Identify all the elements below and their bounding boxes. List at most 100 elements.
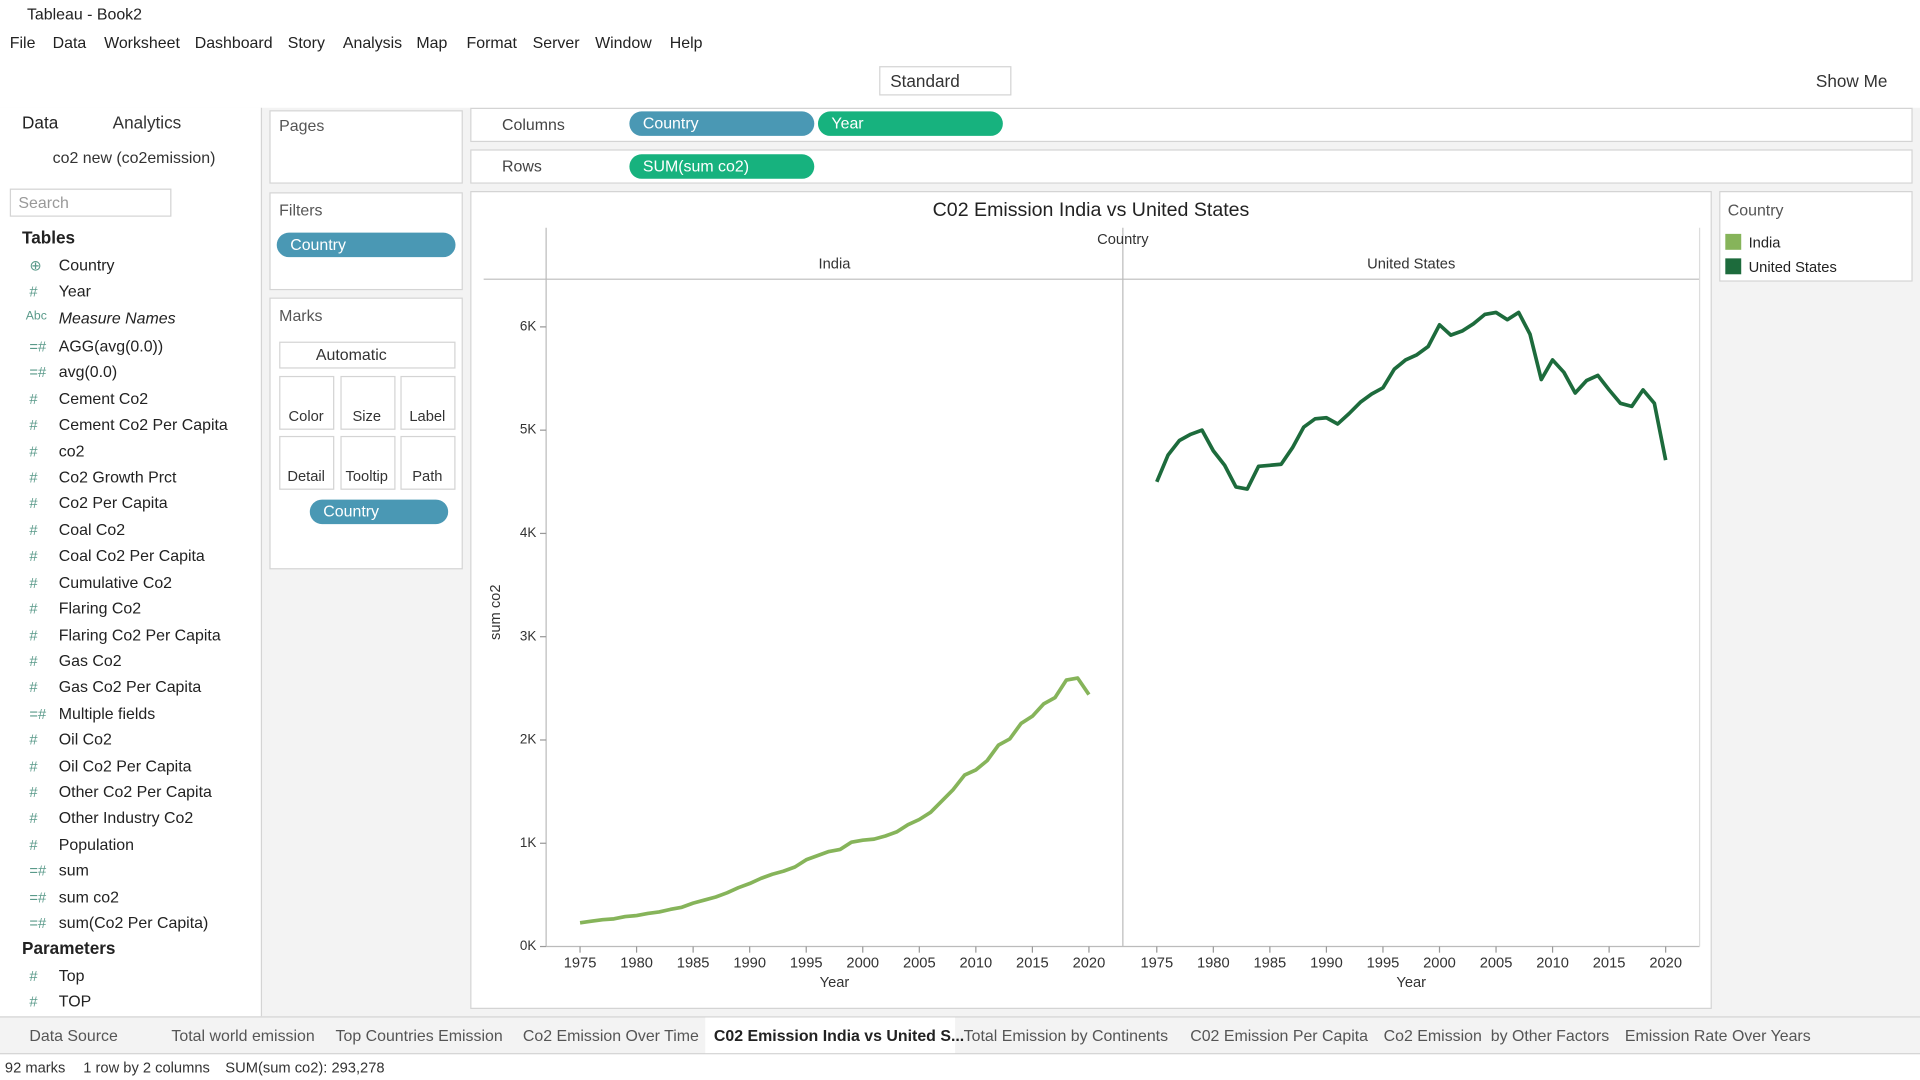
- menu-item[interactable]: Map: [416, 33, 448, 52]
- marks-label: Marks: [279, 306, 323, 325]
- menu-item[interactable]: Window: [595, 33, 652, 52]
- pages-card: [269, 110, 463, 184]
- field-name[interactable]: Cement Co2 Per Capita: [58, 415, 228, 434]
- sheet-tab[interactable]: Emission Rate Over Years: [1624, 1026, 1811, 1045]
- pane-header: United States: [1367, 256, 1455, 272]
- field-name[interactable]: Oil Co2 Per Capita: [58, 756, 192, 775]
- field-icon: =#: [29, 888, 47, 906]
- field-name[interactable]: Other Co2 Per Capita: [58, 782, 212, 801]
- field-name[interactable]: AGG(avg(0.0)): [58, 336, 164, 356]
- sheet-tab[interactable]: Co2 Emission Over Time: [522, 1026, 699, 1045]
- field-name[interactable]: Flaring Co2: [58, 598, 142, 618]
- sheet-tab[interactable]: Data Source: [29, 1026, 118, 1045]
- marks-button[interactable]: [279, 435, 335, 490]
- menu-item[interactable]: Worksheet: [104, 33, 180, 52]
- marks-button[interactable]: [279, 375, 335, 430]
- field-icon: =#: [29, 364, 47, 382]
- field-name[interactable]: Country: [58, 255, 115, 275]
- marks-pill[interactable]: Country: [309, 499, 449, 525]
- field-icon: #: [29, 783, 38, 801]
- field-name[interactable]: Other Industry Co2: [58, 808, 194, 827]
- search-box[interactable]: [9, 188, 172, 217]
- menu-item[interactable]: Data: [52, 33, 87, 52]
- column-pill[interactable]: Country: [629, 111, 815, 136]
- field-name[interactable]: Year: [58, 281, 91, 300]
- marks-button[interactable]: [339, 375, 395, 430]
- row-pill[interactable]: SUM(sum co2): [629, 154, 815, 179]
- field-name[interactable]: co2: [58, 441, 85, 460]
- field-icon: #: [29, 416, 38, 434]
- data-pane: [0, 107, 263, 1017]
- menu-item[interactable]: Server: [532, 33, 580, 52]
- x-tick-label: 1985: [677, 956, 710, 972]
- data-source-name[interactable]: co2 new (co2emission): [52, 148, 216, 167]
- menu-item[interactable]: Analysis: [342, 33, 403, 52]
- field-name[interactable]: Coal Co2 Per Capita: [58, 546, 205, 565]
- field-name[interactable]: avg(0.0): [58, 362, 118, 382]
- sheet-tab[interactable]: C02 Emission Per Capita: [1190, 1026, 1369, 1045]
- menu-item[interactable]: File: [9, 33, 36, 52]
- fit-dropdown[interactable]: [879, 66, 1012, 96]
- x-tick-label: 2020: [1073, 956, 1106, 972]
- column-header-title: Country: [1097, 232, 1149, 248]
- sheet-tab[interactable]: Co2 Emission by Other Factors: [1383, 1026, 1610, 1045]
- x-tick-label: 1980: [1197, 956, 1230, 972]
- columns-label: Columns: [502, 115, 565, 134]
- field-name[interactable]: Population: [58, 834, 135, 854]
- sheet-tab[interactable]: C02 Emission India vs United S...: [713, 1026, 965, 1045]
- field-name[interactable]: Cement Co2: [58, 389, 149, 408]
- menu-item[interactable]: Story: [287, 33, 325, 52]
- field-name[interactable]: Co2 Per Capita: [58, 494, 168, 513]
- field-name[interactable]: sum: [58, 861, 89, 880]
- x-tick-label: 1975: [564, 956, 597, 972]
- marks-button[interactable]: [400, 375, 456, 430]
- fit-value[interactable]: Standard: [890, 71, 960, 91]
- field-name[interactable]: sum co2: [58, 887, 119, 906]
- field-icon: =#: [29, 914, 47, 932]
- show-me-button[interactable]: Show Me: [1815, 71, 1888, 91]
- x-tick-label: 2005: [903, 956, 936, 972]
- field-name[interactable]: Gas Co2 Per Capita: [58, 677, 202, 696]
- parameter-name[interactable]: TOP: [58, 991, 92, 1011]
- x-tick-label: 2015: [1016, 956, 1049, 972]
- field-name[interactable]: Multiple fields: [58, 703, 156, 723]
- data-tab[interactable]: Data: [22, 112, 59, 133]
- field-name[interactable]: sum(Co2 Per Capita): [58, 913, 209, 932]
- field-icon: #: [29, 678, 38, 696]
- x-tick-label: 2005: [1480, 956, 1513, 972]
- status-text: 1 row by 2 columns: [83, 1059, 210, 1077]
- analytics-tab[interactable]: Analytics: [112, 112, 182, 133]
- x-tick-label: 1990: [733, 956, 766, 972]
- legend-label[interactable]: United States: [1748, 258, 1837, 276]
- field-icon: #: [29, 521, 38, 539]
- marks-button[interactable]: [339, 435, 395, 490]
- sheet-tab[interactable]: Total Emission by Continents: [963, 1026, 1169, 1045]
- field-icon: Abc: [25, 309, 47, 324]
- mark-type-dropdown[interactable]: [279, 341, 456, 369]
- sheet-tab[interactable]: Top Countries Emission: [335, 1026, 503, 1045]
- parameter-name[interactable]: Top: [58, 966, 85, 985]
- search-placeholder[interactable]: Search: [18, 193, 69, 212]
- menu-item[interactable]: Format: [466, 33, 517, 52]
- field-name[interactable]: Coal Co2: [58, 520, 126, 539]
- sheet-tab[interactable]: Total world emission: [171, 1026, 315, 1045]
- x-tick-label: 2015: [1593, 956, 1626, 972]
- column-pill[interactable]: Year: [817, 111, 1003, 136]
- field-name[interactable]: Cumulative Co2: [58, 572, 173, 592]
- menu-item[interactable]: Dashboard: [194, 33, 273, 52]
- menu-item[interactable]: Help: [669, 33, 703, 52]
- field-icon: #: [29, 731, 38, 749]
- field-icon: #: [29, 626, 38, 644]
- field-name[interactable]: Measure Names: [58, 308, 176, 327]
- field-name[interactable]: Flaring Co2 Per Capita: [58, 625, 221, 644]
- marks-button[interactable]: [400, 435, 456, 490]
- filter-pill[interactable]: Country: [276, 232, 456, 258]
- mark-type[interactable]: Automatic: [315, 345, 387, 364]
- field-name[interactable]: Oil Co2: [58, 729, 112, 749]
- pages-label: Pages: [279, 116, 325, 135]
- field-name[interactable]: Co2 Growth Prct: [58, 467, 177, 487]
- legend-swatch: [1725, 258, 1742, 275]
- field-icon: ⊕: [29, 257, 42, 275]
- legend-label[interactable]: India: [1748, 233, 1781, 252]
- field-name[interactable]: Gas Co2: [58, 651, 122, 670]
